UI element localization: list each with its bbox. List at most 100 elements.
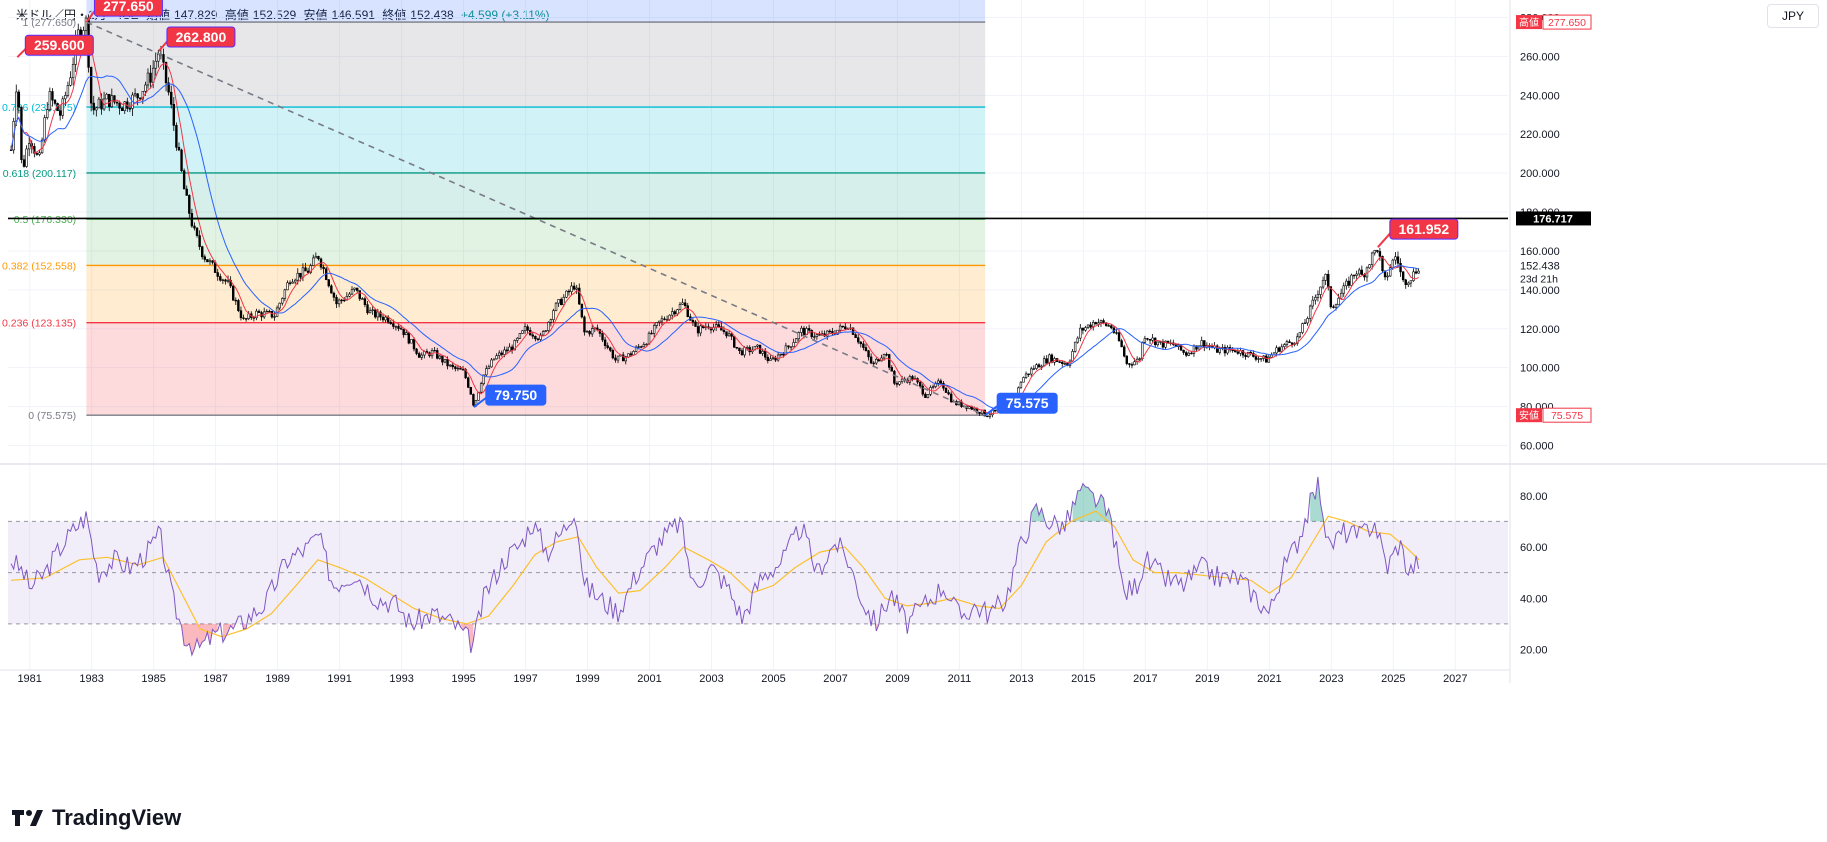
candle bbox=[1030, 366, 1033, 377]
candle-body bbox=[518, 333, 522, 339]
price-tick-label: 100.000 bbox=[1520, 363, 1560, 375]
candle-body bbox=[58, 110, 62, 116]
candle-body bbox=[374, 309, 377, 318]
candle-body bbox=[900, 378, 904, 383]
candle-body bbox=[655, 322, 658, 326]
candle-body bbox=[983, 409, 986, 417]
candle bbox=[340, 298, 343, 304]
candle bbox=[350, 286, 354, 296]
candle-body bbox=[761, 351, 764, 354]
annotation-callout[interactable]: 277.650 bbox=[85, 0, 163, 23]
candle-body bbox=[621, 354, 625, 362]
annotation-callout[interactable]: 79.750 bbox=[473, 384, 547, 408]
rsi-overbought-zone bbox=[1072, 483, 1112, 522]
candle-body bbox=[216, 272, 219, 277]
candle bbox=[609, 346, 612, 353]
candle bbox=[554, 302, 558, 312]
candle bbox=[572, 282, 576, 291]
candle-body bbox=[1414, 271, 1418, 274]
candle bbox=[1146, 337, 1149, 341]
rsi-tick-label: 20.00 bbox=[1520, 645, 1548, 657]
candle bbox=[1262, 355, 1265, 362]
candle bbox=[286, 280, 289, 291]
candle-body bbox=[1079, 327, 1082, 339]
candle-body bbox=[433, 350, 436, 352]
candle-body bbox=[384, 316, 387, 321]
annotation-callout[interactable]: 161.952 bbox=[1377, 218, 1459, 248]
candle bbox=[1110, 324, 1113, 330]
candle-body bbox=[797, 332, 801, 340]
candle-body bbox=[691, 319, 695, 323]
annotation-callout[interactable]: 262.800 bbox=[158, 26, 236, 52]
candle bbox=[358, 290, 361, 302]
candle bbox=[1048, 353, 1051, 367]
candle-body bbox=[154, 60, 157, 69]
candle bbox=[330, 284, 333, 294]
candle-body bbox=[1156, 341, 1159, 346]
candle bbox=[792, 338, 795, 348]
candle-body bbox=[1058, 361, 1061, 363]
candle-body bbox=[1399, 262, 1402, 273]
candle-body bbox=[575, 287, 578, 290]
tradingview-logo[interactable]: TradingView bbox=[10, 803, 181, 833]
candle-body bbox=[335, 296, 338, 305]
time-tick-label: 1991 bbox=[327, 673, 351, 685]
candle-body bbox=[1409, 280, 1413, 284]
candle bbox=[203, 254, 207, 263]
annotation-callout[interactable]: 75.575 bbox=[984, 392, 1058, 416]
candle bbox=[1378, 247, 1382, 261]
fib-band-0.236 bbox=[86, 265, 986, 323]
candle bbox=[575, 284, 578, 294]
candle-body bbox=[368, 310, 372, 314]
candle-body bbox=[640, 346, 643, 348]
currency-button[interactable]: JPY bbox=[1767, 4, 1819, 28]
candle-body bbox=[663, 318, 666, 320]
candle bbox=[495, 353, 498, 360]
candle bbox=[167, 77, 170, 96]
candle-body bbox=[1086, 324, 1090, 328]
rsi-overbought-zone bbox=[1310, 476, 1324, 522]
candle-body bbox=[327, 279, 330, 287]
candle-body bbox=[89, 67, 93, 104]
candle bbox=[1200, 336, 1203, 348]
candle bbox=[1288, 339, 1291, 344]
candle-body bbox=[1024, 373, 1028, 378]
candle-body bbox=[95, 107, 98, 111]
candle bbox=[1298, 332, 1302, 339]
candle bbox=[348, 292, 351, 298]
candle bbox=[1128, 363, 1131, 368]
candle bbox=[523, 323, 527, 335]
candle-body bbox=[510, 346, 514, 351]
candle bbox=[1086, 324, 1090, 330]
annotation-callout[interactable]: 259.600 bbox=[16, 34, 94, 58]
time-axis: 1981 1983 1985 1987 1989 1991 1993 1995 1997 1999… bbox=[0, 669, 1510, 685]
candle bbox=[898, 381, 901, 386]
candle bbox=[578, 283, 581, 305]
candle bbox=[1339, 288, 1343, 299]
candle-body bbox=[921, 385, 924, 395]
candle-body bbox=[301, 267, 305, 278]
candle-body bbox=[859, 341, 862, 345]
candle-body bbox=[609, 347, 612, 351]
candle-body bbox=[1148, 339, 1152, 341]
candle bbox=[490, 358, 493, 368]
candle bbox=[1019, 381, 1023, 389]
candle bbox=[239, 306, 243, 321]
candle bbox=[570, 282, 573, 296]
close-value: 152.438 bbox=[410, 8, 453, 22]
dashed-trendline[interactable] bbox=[86, 21, 986, 416]
candle-body bbox=[508, 346, 511, 352]
fib-label-0.5: 0.5 (176.330) bbox=[14, 214, 76, 226]
tradingview-logo-icon bbox=[12, 810, 43, 826]
candle-body bbox=[730, 333, 733, 337]
candle-body bbox=[312, 257, 315, 266]
candle bbox=[384, 315, 387, 323]
candle-body bbox=[1355, 273, 1358, 276]
candle-body bbox=[193, 225, 196, 229]
candle bbox=[1396, 251, 1400, 269]
price-value-text: 277.650 bbox=[1548, 17, 1586, 29]
candle bbox=[1414, 268, 1418, 275]
candle-body bbox=[1143, 338, 1147, 343]
candle-body bbox=[177, 147, 181, 151]
